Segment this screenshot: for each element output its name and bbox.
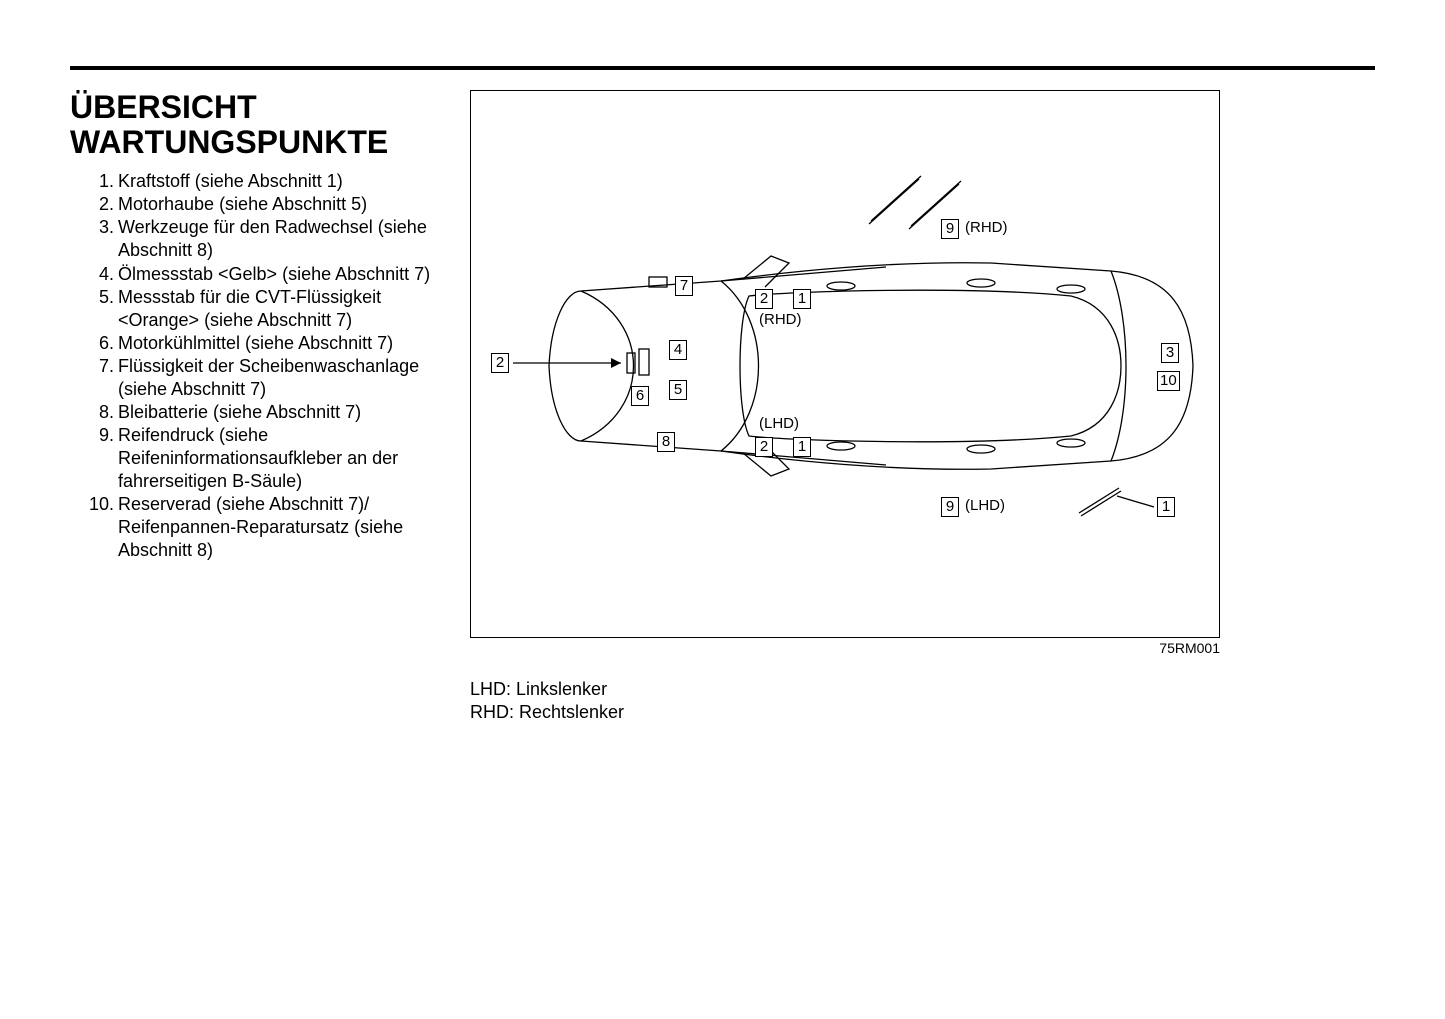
diagram-label: (LHD) [965,497,1005,514]
list-item: Bleibatterie (siehe Abschnitt 7) [118,401,440,424]
callout-box: 6 [631,386,649,406]
diagram-label: (RHD) [759,311,802,328]
legend-rhd: RHD: Rechtslenker [470,701,1375,724]
list-item: Motorkühlmittel (siehe Abschnitt 7) [118,332,440,355]
list-item: Ölmessstab <Gelb> (siehe Abschnitt 7) [118,263,440,286]
callout-box: 4 [669,340,687,360]
maintenance-point-list: Kraftstoff (siehe Abschnitt 1) Motorhaub… [70,170,440,562]
list-item: Reifendruck (siehe Reifeninformationsauf… [118,424,440,493]
figure-id: 75RM001 [470,640,1220,656]
text-column: ÜBERSICHT WARTUNGSPUNKTE Kraftstoff (sie… [70,90,440,725]
callout-box: 2 [755,437,773,457]
list-item: Reserverad (siehe Abschnitt 7)/ Reifenpa… [118,493,440,562]
title-line-2: WARTUNGSPUNKTE [70,124,388,160]
callout-box: 2 [755,289,773,309]
list-item: Flüssigkeit der Scheibenwaschanlage (sie… [118,355,440,401]
title-line-1: ÜBERSICHT [70,89,257,125]
top-rule [70,66,1375,70]
callout-box: 9 [941,219,959,239]
diagram-label: (RHD) [965,219,1008,236]
list-item: Kraftstoff (siehe Abschnitt 1) [118,170,440,193]
callout-box: 2 [491,353,509,373]
callout-box: 10 [1157,371,1180,391]
legend-lhd: LHD: Linkslenker [470,678,1375,701]
car-diagram: 2745682121993101(RHD)(RHD)(LHD)(LHD) [470,90,1220,638]
callout-box: 7 [675,276,693,296]
callout-box: 1 [1157,497,1175,517]
diagram-column: 2745682121993101(RHD)(RHD)(LHD)(LHD) 75R… [470,90,1375,725]
callout-box: 3 [1161,343,1179,363]
callout-box: 9 [941,497,959,517]
list-item: Werkzeuge für den Radwechsel (siehe Absc… [118,216,440,262]
list-item: Messstab für die CVT-Flüssigkeit <Orange… [118,286,440,332]
callout-box: 1 [793,437,811,457]
diagram-label: (LHD) [759,415,799,432]
legend: LHD: Linkslenker RHD: Rechtslenker [470,678,1375,725]
list-item: Motorhaube (siehe Abschnitt 5) [118,193,440,216]
callout-box: 8 [657,432,675,452]
page-title: ÜBERSICHT WARTUNGSPUNKTE [70,90,440,160]
callout-box: 5 [669,380,687,400]
car-outline-svg [471,91,1221,639]
callout-box: 1 [793,289,811,309]
